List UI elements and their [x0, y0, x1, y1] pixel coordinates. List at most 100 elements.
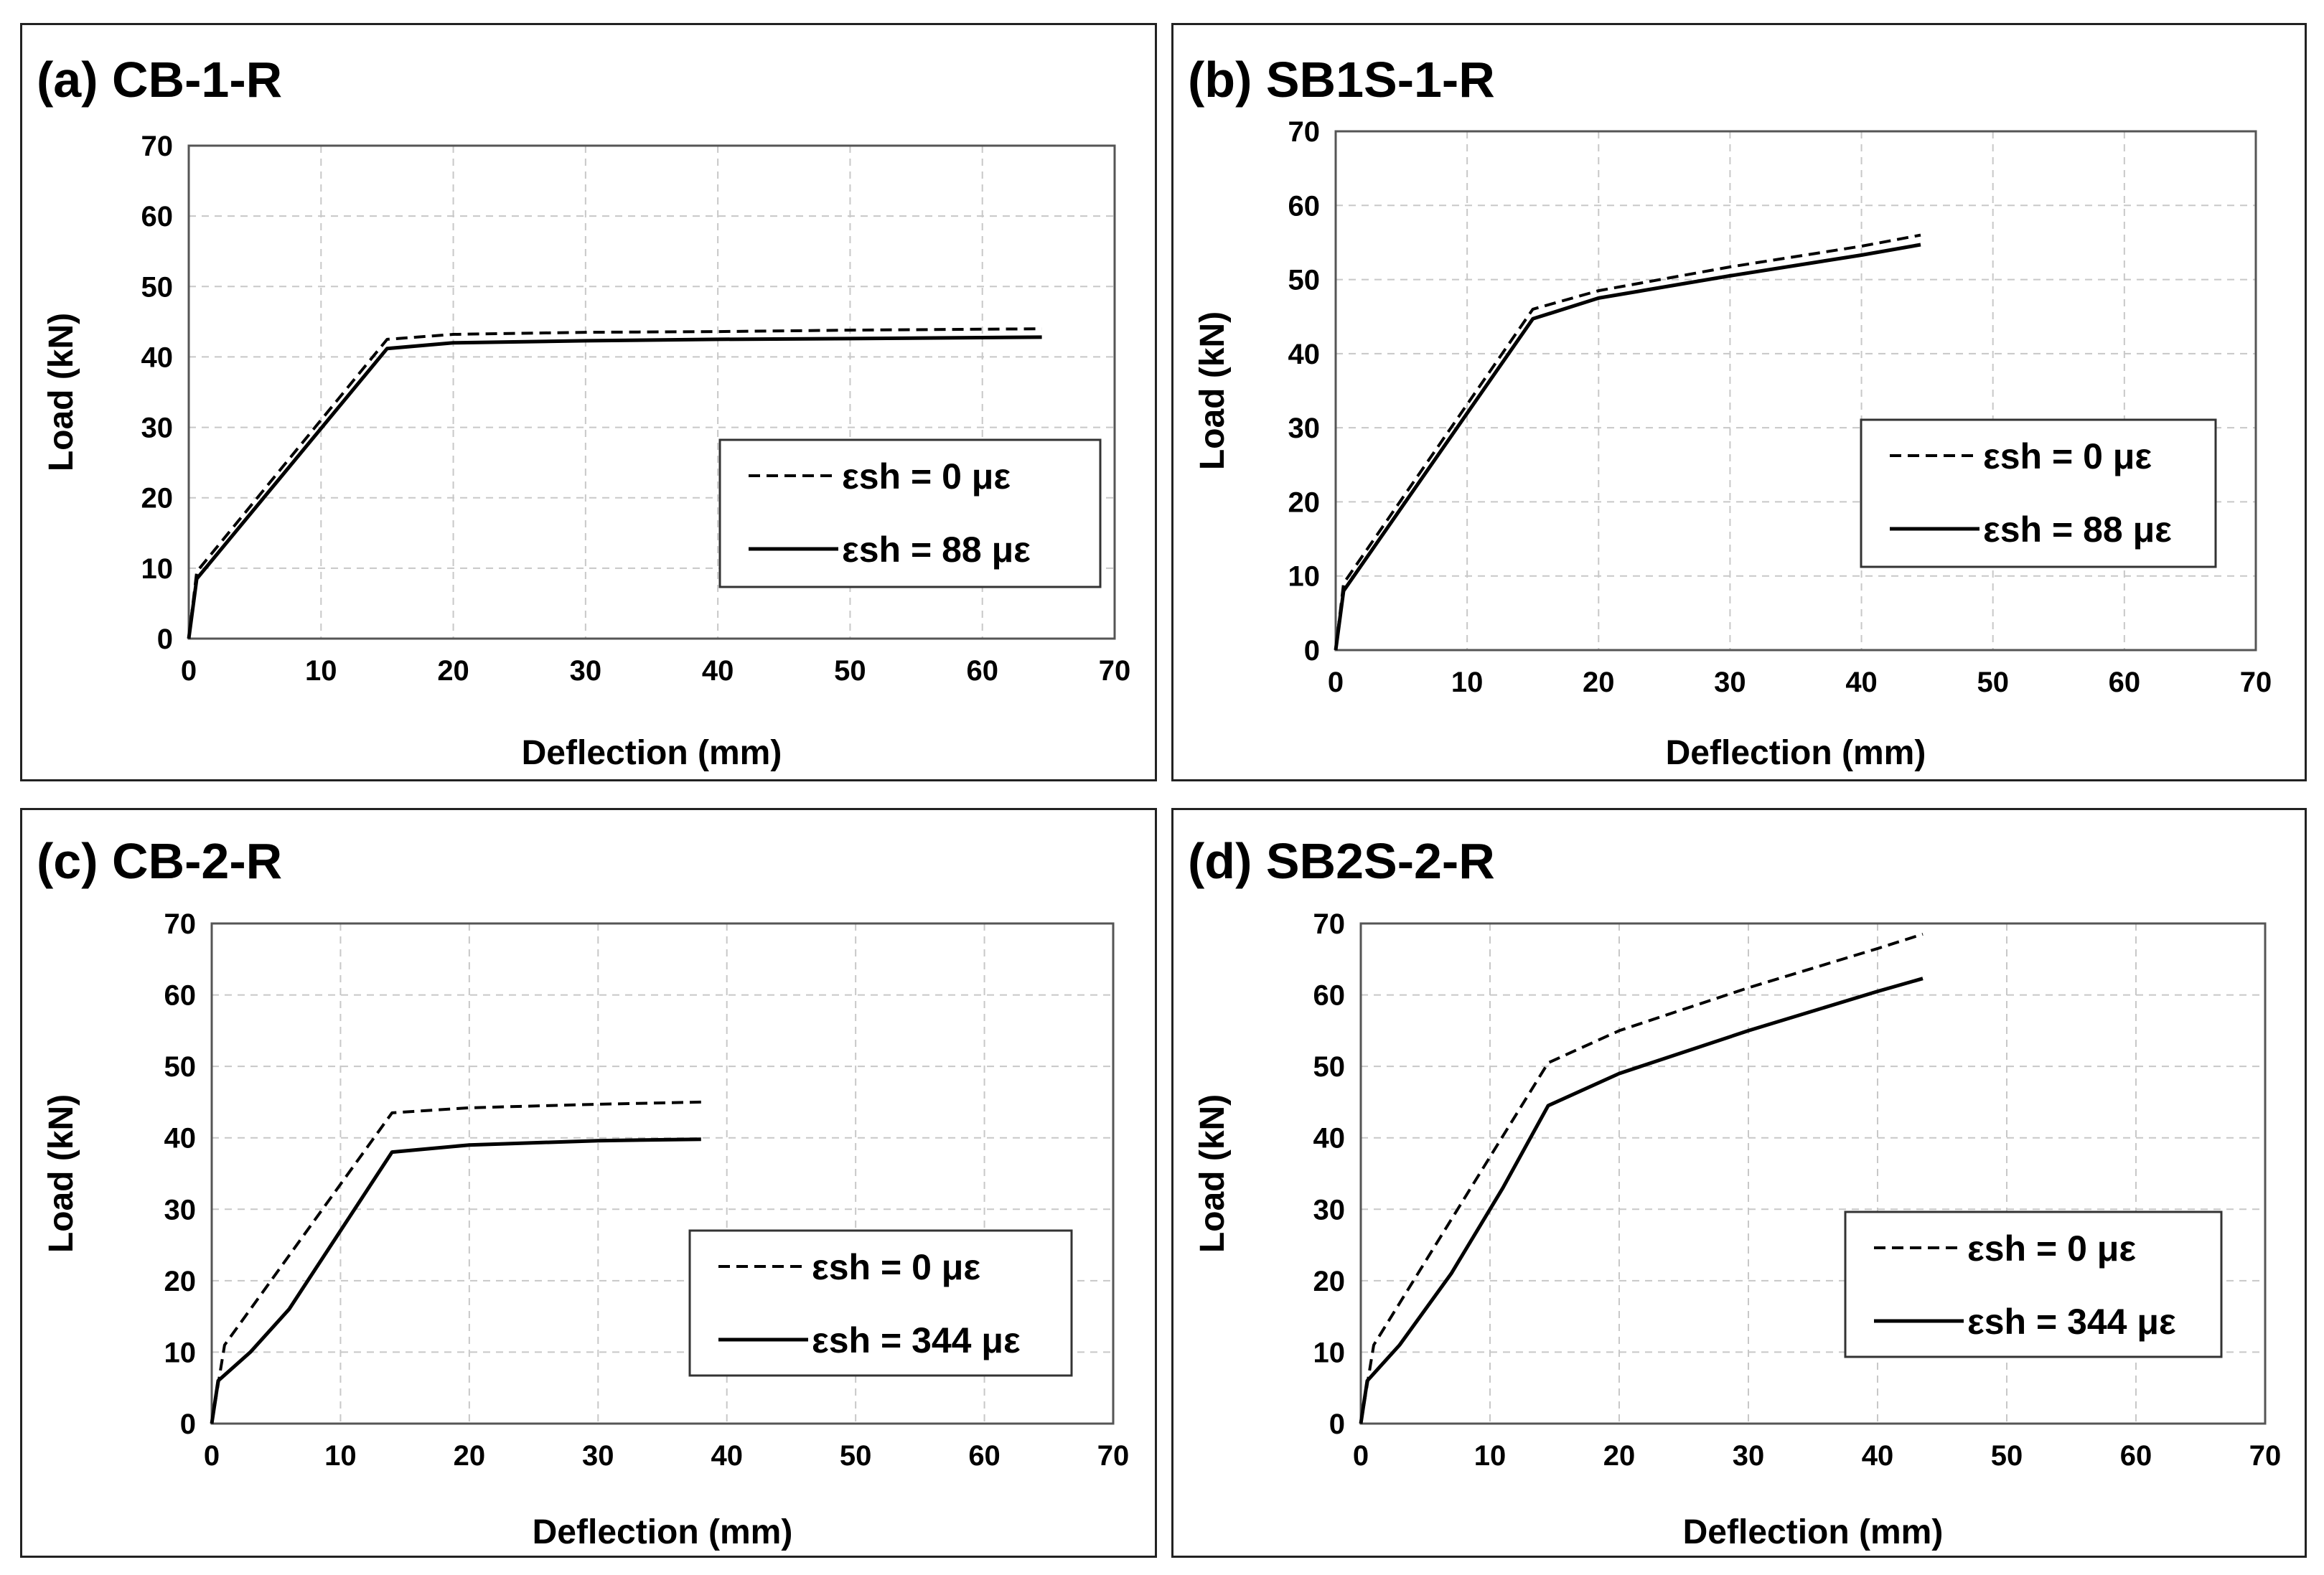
y-tick-label-c-0: 0: [180, 1409, 196, 1440]
y-tick-label-d-6: 60: [1313, 980, 1346, 1012]
legend-box-b: [1860, 418, 2217, 568]
x-tick-label-a-5: 50: [834, 655, 866, 687]
chart-title-b: (b) SB1S-1-R: [1188, 52, 1495, 108]
chart-panel-d: (d) SB2S-2-R 0 10 20 30 40 50 60 70 0 10 20 30 40 50 60…: [1171, 808, 2307, 1558]
series-line-c-dashed: [210, 1100, 701, 1424]
chart-svg-d: (d) SB2S-2-R 0 10 20 30 40 50 60 70 0 10 20 30 40 50 60…: [1188, 833, 2282, 1551]
x-tick-label-d-2: 20: [1603, 1440, 1636, 1472]
y-tick-label-d-7: 70: [1313, 908, 1346, 940]
y-axis-label-d: Load (kN): [1194, 1094, 1232, 1253]
x-tick-label-c-6: 60: [968, 1440, 1001, 1472]
legend-label-d-0: εsh = 0 με: [1967, 1228, 2136, 1269]
chart-panel-a: (a) CB-1-R 0 10 20 30 40 50 60 70 0 10 20 30 40 50 60 70…: [20, 23, 1157, 781]
y-tick-label-b-5: 50: [1288, 265, 1321, 296]
plot-area-d: [1359, 922, 2267, 1425]
legend-label-a-0: εsh = 0 με: [842, 456, 1011, 497]
series-line-a-dashed: [187, 327, 1042, 639]
y-tick-label-b-1: 10: [1288, 561, 1321, 593]
x-tick-label-c-2: 20: [454, 1440, 486, 1472]
series-line-d-solid: [1359, 977, 1924, 1424]
x-tick-label-b-1: 10: [1451, 667, 1484, 698]
x-tick-label-c-5: 50: [840, 1440, 872, 1472]
y-tick-label-d-3: 30: [1313, 1194, 1346, 1226]
chart-title-c: (c) CB-2-R: [37, 833, 282, 889]
y-tick-label-c-7: 70: [164, 908, 197, 940]
plot-area-c: [210, 922, 1115, 1425]
chart-svg-c: (c) CB-2-R 0 10 20 30 40 50 60 70 0 10 20 30 40 50 60 70…: [37, 833, 1130, 1551]
y-tick-label-b-6: 60: [1288, 190, 1321, 222]
x-tick-label-b-3: 30: [1714, 667, 1746, 698]
legend-label-b-1: εsh = 88 με: [1983, 509, 2172, 550]
chart-svg-a: (a) CB-1-R 0 10 20 30 40 50 60 70 0 10 20 30 40 50 60 70…: [37, 52, 1131, 772]
x-tick-label-d-6: 60: [2120, 1440, 2152, 1472]
series-line-d-dashed: [1359, 932, 1924, 1424]
x-tick-label-a-1: 10: [305, 655, 337, 687]
x-tick-label-c-4: 40: [711, 1440, 743, 1472]
x-tick-label-b-0: 0: [1328, 667, 1344, 698]
legend-box-d: [1844, 1210, 2223, 1358]
x-tick-label-a-2: 20: [437, 655, 469, 687]
series-line-a-solid: [187, 335, 1042, 639]
y-tick-label-d-4: 40: [1313, 1123, 1346, 1155]
y-tick-label-d-1: 10: [1313, 1337, 1346, 1368]
series-line-b-dashed: [1334, 233, 1921, 651]
y-tick-label-c-1: 10: [164, 1337, 197, 1368]
y-tick-label-c-3: 30: [164, 1194, 197, 1226]
x-tick-label-a-0: 0: [181, 655, 197, 687]
chart-panel-b: (b) SB1S-1-R 0 10 20 30 40 50 60 70 0 10 20 30 40 50 60…: [1171, 23, 2307, 781]
x-tick-label-b-5: 50: [1977, 667, 2009, 698]
y-tick-label-c-5: 50: [164, 1051, 197, 1083]
legend-label-d-1: εsh = 344 με: [1967, 1302, 2176, 1342]
x-tick-label-b-6: 60: [2109, 667, 2141, 698]
y-tick-label-a-1: 10: [141, 553, 174, 585]
chart-svg-b: (b) SB1S-1-R 0 10 20 30 40 50 60 70 0 10 20 30 40 50 60…: [1188, 52, 2272, 772]
y-tick-label-c-6: 60: [164, 980, 197, 1012]
x-tick-label-a-7: 70: [1099, 655, 1131, 687]
y-tick-label-a-7: 70: [141, 131, 174, 162]
x-tick-label-d-0: 0: [1353, 1440, 1369, 1472]
x-tick-label-d-4: 40: [1862, 1440, 1894, 1472]
x-axis-label-c: Deflection (mm): [533, 1513, 793, 1551]
x-tick-label-d-7: 70: [2249, 1440, 2282, 1472]
y-axis-label-b: Load (kN): [1194, 311, 1232, 470]
x-tick-label-c-1: 10: [324, 1440, 357, 1472]
legend-box-c: [688, 1229, 1073, 1377]
y-tick-label-d-0: 0: [1329, 1409, 1345, 1440]
y-tick-label-a-6: 60: [141, 201, 174, 232]
y-tick-label-c-4: 40: [164, 1123, 197, 1155]
series-line-b-solid: [1334, 243, 1921, 651]
x-tick-label-a-4: 40: [702, 655, 734, 687]
x-tick-label-a-3: 30: [570, 655, 602, 687]
y-axis-label-a: Load (kN): [42, 313, 80, 471]
y-tick-label-b-3: 30: [1288, 413, 1321, 444]
y-tick-label-a-4: 40: [141, 342, 174, 373]
y-tick-label-a-5: 50: [141, 271, 174, 303]
y-tick-label-a-0: 0: [157, 624, 173, 655]
x-tick-label-d-5: 50: [1991, 1440, 2023, 1472]
legend-label-c-1: εsh = 344 με: [812, 1320, 1021, 1360]
y-tick-label-a-2: 20: [141, 483, 174, 514]
chart-title-d: (d) SB2S-2-R: [1188, 833, 1495, 889]
y-tick-label-b-0: 0: [1304, 635, 1320, 667]
y-tick-label-b-4: 40: [1288, 339, 1321, 370]
legend-box-a: [718, 438, 1102, 588]
x-tick-label-b-7: 70: [2240, 667, 2272, 698]
legend-label-b-0: εsh = 0 με: [1983, 436, 2152, 476]
x-tick-label-c-3: 30: [582, 1440, 614, 1472]
chart-title-a: (a) CB-1-R: [37, 52, 282, 108]
y-tick-label-a-3: 30: [141, 413, 174, 444]
series-line-c-solid: [210, 1137, 701, 1424]
x-axis-label-b: Deflection (mm): [1666, 734, 1926, 772]
chart-panel-c: (c) CB-2-R 0 10 20 30 40 50 60 70 0 10 20 30 40 50 60 70…: [20, 808, 1157, 1558]
y-tick-label-b-7: 70: [1288, 116, 1321, 148]
x-tick-label-d-1: 10: [1474, 1440, 1507, 1472]
y-tick-label-c-2: 20: [164, 1266, 197, 1297]
plot-area-a: [187, 144, 1116, 640]
x-axis-label-a: Deflection (mm): [522, 734, 782, 772]
x-tick-label-c-0: 0: [204, 1440, 220, 1472]
x-tick-label-a-6: 60: [966, 655, 998, 687]
x-tick-label-c-7: 70: [1097, 1440, 1130, 1472]
y-tick-label-d-2: 20: [1313, 1266, 1346, 1297]
legend-label-c-0: εsh = 0 με: [812, 1247, 980, 1287]
x-tick-label-b-4: 40: [1845, 667, 1878, 698]
